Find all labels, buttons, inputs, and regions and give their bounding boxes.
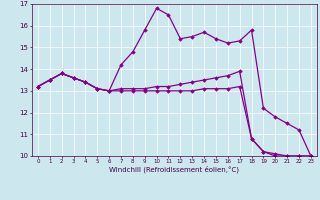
X-axis label: Windchill (Refroidissement éolien,°C): Windchill (Refroidissement éolien,°C) (109, 166, 239, 173)
